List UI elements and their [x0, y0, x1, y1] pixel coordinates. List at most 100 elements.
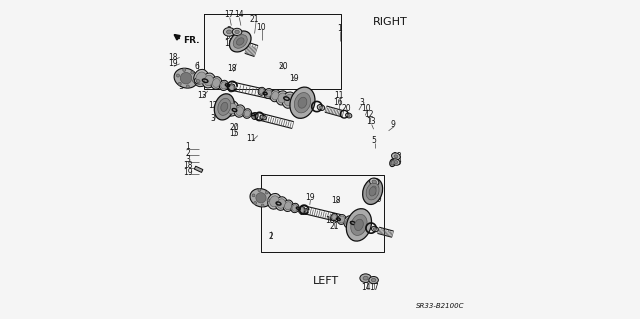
Text: 18: 18: [228, 64, 237, 73]
Text: 10: 10: [213, 107, 223, 116]
Ellipse shape: [195, 78, 202, 84]
Ellipse shape: [319, 106, 323, 109]
Ellipse shape: [290, 87, 315, 118]
Ellipse shape: [363, 178, 383, 204]
Ellipse shape: [254, 202, 257, 204]
Text: 3: 3: [359, 98, 364, 107]
Text: 13: 13: [197, 91, 207, 100]
Ellipse shape: [344, 216, 355, 228]
Text: 18: 18: [183, 161, 193, 170]
Text: LEFT: LEFT: [314, 276, 339, 286]
Ellipse shape: [221, 82, 227, 89]
Ellipse shape: [266, 191, 268, 194]
Bar: [195, 166, 203, 173]
Ellipse shape: [369, 187, 376, 196]
Ellipse shape: [371, 226, 378, 232]
Ellipse shape: [253, 114, 257, 118]
Ellipse shape: [227, 30, 232, 34]
Text: 11: 11: [334, 91, 344, 100]
Text: 18: 18: [372, 189, 381, 197]
Ellipse shape: [204, 75, 213, 86]
Text: 3: 3: [227, 26, 232, 35]
Ellipse shape: [370, 184, 378, 191]
Ellipse shape: [298, 97, 307, 108]
Text: 2: 2: [268, 232, 273, 241]
Ellipse shape: [243, 109, 252, 118]
Ellipse shape: [371, 190, 378, 196]
Ellipse shape: [180, 72, 192, 84]
Ellipse shape: [369, 277, 378, 284]
Ellipse shape: [229, 85, 234, 91]
Text: 5: 5: [372, 136, 377, 145]
Ellipse shape: [183, 68, 186, 71]
Text: 19: 19: [372, 195, 381, 204]
Ellipse shape: [332, 214, 337, 219]
Text: 19: 19: [224, 39, 234, 48]
Text: 3: 3: [185, 155, 190, 164]
Ellipse shape: [372, 192, 376, 195]
Text: 13: 13: [366, 117, 376, 126]
Text: 10: 10: [324, 216, 334, 225]
Ellipse shape: [233, 35, 247, 48]
Ellipse shape: [262, 116, 264, 118]
Text: 18: 18: [168, 53, 178, 62]
Text: 6: 6: [195, 63, 200, 71]
Text: 11: 11: [246, 134, 256, 143]
Text: 21: 21: [250, 15, 259, 24]
Ellipse shape: [196, 79, 200, 83]
Ellipse shape: [294, 93, 310, 113]
Ellipse shape: [186, 85, 189, 88]
Text: 20: 20: [341, 104, 351, 113]
Ellipse shape: [266, 90, 271, 97]
Ellipse shape: [373, 228, 376, 230]
Text: 10: 10: [256, 23, 266, 32]
Text: 3: 3: [374, 182, 380, 191]
Ellipse shape: [244, 110, 250, 117]
Text: 20: 20: [300, 208, 309, 217]
Ellipse shape: [346, 113, 352, 118]
Text: 14: 14: [234, 10, 243, 19]
Ellipse shape: [259, 88, 264, 94]
Ellipse shape: [391, 160, 394, 165]
Ellipse shape: [339, 216, 345, 223]
Text: 1: 1: [337, 24, 342, 33]
Ellipse shape: [258, 87, 265, 95]
Text: 2: 2: [185, 149, 190, 158]
Ellipse shape: [371, 278, 376, 282]
Ellipse shape: [372, 180, 376, 183]
Ellipse shape: [300, 208, 304, 213]
Ellipse shape: [394, 160, 398, 164]
Ellipse shape: [392, 159, 400, 165]
Ellipse shape: [372, 186, 376, 189]
Text: FR.: FR.: [184, 36, 200, 45]
Ellipse shape: [256, 193, 266, 203]
Ellipse shape: [174, 68, 198, 88]
Ellipse shape: [350, 217, 364, 232]
Ellipse shape: [317, 105, 324, 110]
Ellipse shape: [360, 274, 371, 283]
Ellipse shape: [214, 94, 234, 120]
Ellipse shape: [331, 213, 337, 221]
Ellipse shape: [194, 69, 209, 87]
Ellipse shape: [268, 193, 281, 209]
Ellipse shape: [292, 205, 298, 211]
Ellipse shape: [261, 204, 264, 207]
Ellipse shape: [275, 197, 287, 210]
Ellipse shape: [351, 214, 367, 235]
Text: 3: 3: [211, 114, 216, 122]
Ellipse shape: [218, 98, 231, 115]
Ellipse shape: [392, 153, 400, 160]
Ellipse shape: [269, 196, 279, 207]
Ellipse shape: [348, 115, 350, 116]
Ellipse shape: [220, 80, 228, 91]
Ellipse shape: [353, 219, 362, 230]
Ellipse shape: [260, 115, 266, 120]
Text: 19: 19: [183, 168, 193, 177]
Ellipse shape: [366, 183, 379, 200]
Ellipse shape: [191, 71, 194, 74]
Ellipse shape: [298, 207, 305, 214]
Ellipse shape: [363, 276, 368, 280]
Text: 18: 18: [332, 197, 340, 205]
Text: RIGHT: RIGHT: [373, 17, 408, 27]
Ellipse shape: [221, 102, 228, 111]
